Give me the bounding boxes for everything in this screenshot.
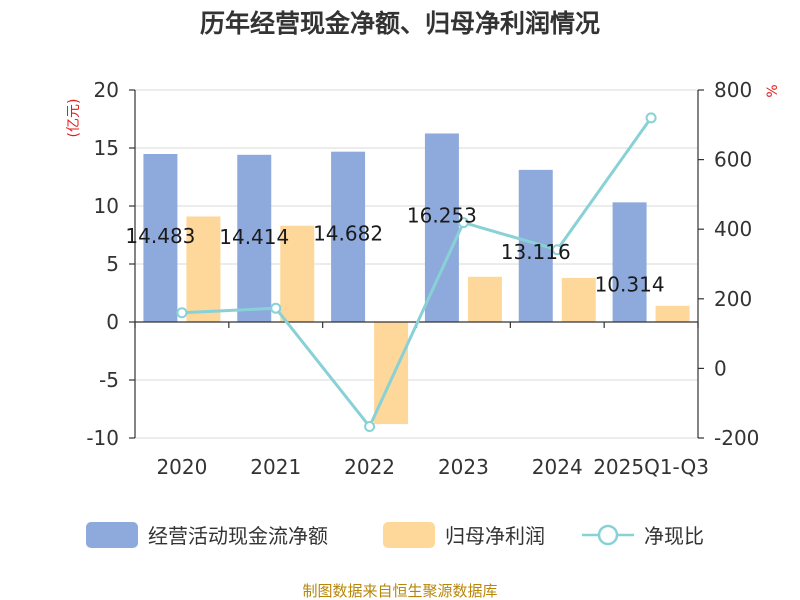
profit-bar (280, 225, 315, 322)
left-tick-label: 10 (94, 194, 119, 218)
tick-labels: -10 -5 0 5 10 15 20 -200 0 200 400 600 800 2020 2021 20… (86, 78, 759, 479)
legend-ratio-swatch-marker (597, 524, 619, 546)
bars-group (143, 133, 690, 425)
legend: 经营活动现金流净额 归母净利润 净现比 (86, 522, 704, 548)
x-tick-label: 2021 (250, 455, 301, 479)
ratio-line (181, 116, 653, 430)
cashflow-data-label: 14.682 (313, 222, 383, 246)
x-tick-label: 2025Q1-Q3 (593, 455, 709, 479)
ratio-point (457, 217, 469, 229)
right-tick-label: 200 (714, 287, 752, 311)
ratio-point (270, 302, 282, 314)
source-note: 制图数据来自恒生聚源数据库 (302, 582, 497, 600)
cashflow-bar (237, 154, 272, 322)
right-tick-label: 600 (714, 148, 752, 172)
legend-cashflow-swatch (86, 522, 138, 548)
right-tick-label: 0 (714, 356, 727, 380)
left-tick-label: -5 (99, 368, 119, 392)
ratio-line-group (176, 112, 657, 433)
left-tick-label: 20 (94, 78, 119, 102)
profit-bar (655, 305, 690, 322)
cashflow-bar (331, 151, 366, 322)
left-tick-label: 15 (94, 136, 119, 160)
data-labels: 14.483 14.414 14.682 16.253 13.116 10.314 (125, 203, 664, 296)
x-tick-label: 2023 (438, 455, 489, 479)
cashflow-data-label: 13.116 (501, 240, 571, 264)
x-tick-label: 2020 (156, 455, 207, 479)
ratio-point (645, 112, 657, 124)
right-tick-label: -200 (714, 426, 759, 450)
left-tick-label: 5 (106, 252, 119, 276)
right-tick-label: 800 (714, 78, 752, 102)
profit-bar (186, 216, 221, 322)
left-tick-label: -10 (86, 426, 119, 450)
left-axis-unit: (亿元) (66, 99, 82, 138)
cashflow-bar (612, 202, 647, 322)
cashflow-data-label: 14.414 (219, 225, 289, 249)
cashflow-data-label: 14.483 (125, 224, 195, 248)
right-axis-unit: % (765, 84, 781, 97)
legend-profit-swatch (383, 522, 435, 548)
x-tick-label: 2022 (344, 455, 395, 479)
legend-cashflow-text: 经营活动现金流净额 (148, 524, 328, 548)
x-tick-label: 2024 (532, 455, 583, 479)
legend-ratio-text: 净现比 (644, 524, 704, 548)
ratio-point (551, 244, 563, 256)
right-tick-label: 400 (714, 217, 752, 241)
cashflow-data-label: 10.314 (595, 272, 665, 296)
chart-title: 历年经营现金净额、归母净利润情况 (200, 9, 600, 38)
cashflow-data-label: 16.253 (407, 203, 477, 227)
grid-lines (135, 89, 698, 439)
cashflow-bar (143, 153, 178, 322)
profit-bar (467, 276, 502, 322)
profit-bar (561, 277, 596, 322)
ratio-point (176, 307, 188, 319)
legend-profit-text: 归母净利润 (445, 524, 545, 548)
left-tick-label: 0 (106, 310, 119, 334)
ratio-point (364, 421, 376, 433)
